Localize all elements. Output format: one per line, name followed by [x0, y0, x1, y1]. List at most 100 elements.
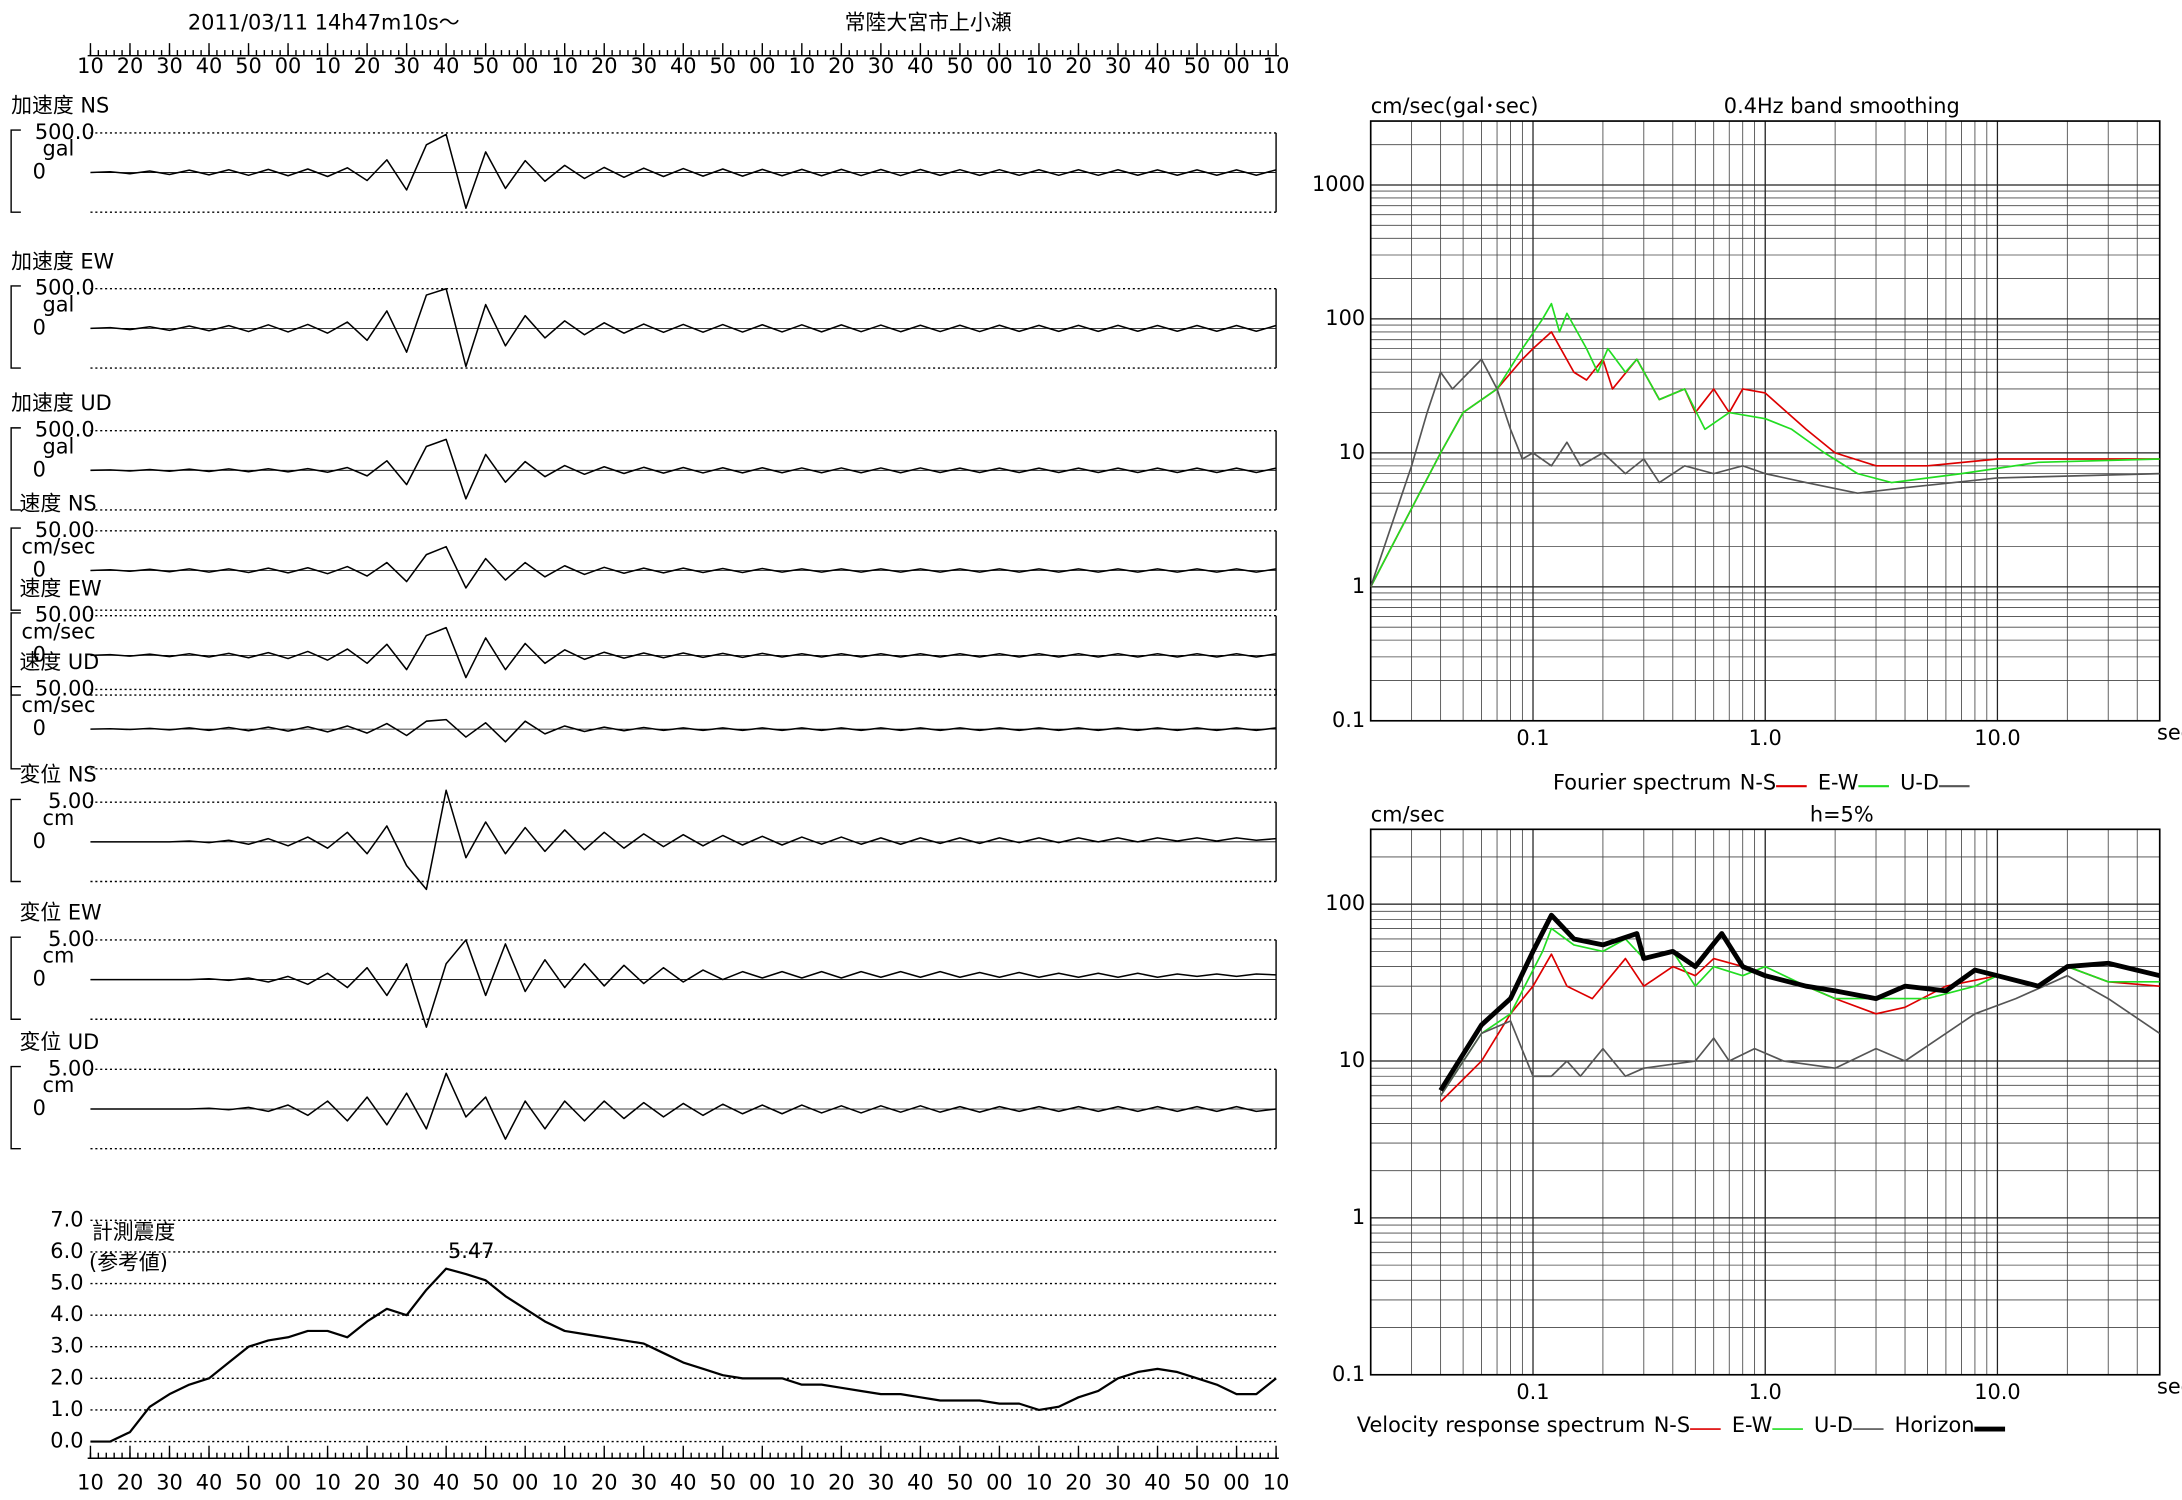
- panel-label: 速度 UD: [19, 650, 99, 674]
- time-tick-label: 40: [670, 1470, 697, 1494]
- time-tick-label: 10: [314, 54, 341, 78]
- waveform: [90, 626, 1277, 679]
- time-tick-label: 00: [749, 54, 776, 78]
- time-tick-label: 40: [1144, 54, 1171, 78]
- time-tick-label: 30: [1105, 1470, 1132, 1494]
- panel-bracket: [10, 527, 21, 611]
- y-tick-label: 100: [1325, 306, 1365, 330]
- panel-bracket: [10, 798, 21, 883]
- time-tick-label: 40: [433, 54, 460, 78]
- x-tick-label: 10.0: [1974, 726, 2020, 750]
- time-tick-label: 10: [77, 1470, 104, 1494]
- waveform: [90, 133, 1277, 209]
- y-tick-label: 1: [1352, 574, 1365, 598]
- time-tick-label: 20: [117, 1470, 144, 1494]
- time-tick-label: 40: [433, 1470, 460, 1494]
- panel-bracket: [10, 612, 21, 696]
- unit-label: cm: [43, 806, 75, 830]
- time-tick-label: 40: [670, 54, 697, 78]
- time-tick-label: 10: [789, 1470, 816, 1494]
- panel-label: 変位 NS: [19, 763, 96, 787]
- time-tick-label: 20: [354, 1470, 381, 1494]
- panel-bracket: [10, 685, 21, 770]
- y-tick-label: 10: [1339, 440, 1366, 464]
- plot-frame: [1369, 120, 2161, 722]
- y-tick-label: 1: [1352, 1205, 1365, 1229]
- waveform: [90, 718, 1277, 743]
- unit-label: cm/sec: [21, 619, 95, 643]
- y-tick-label: 0: [33, 829, 46, 853]
- panel-label: 加速度 NS: [11, 93, 109, 117]
- y-tick-label: 500.0: [35, 120, 95, 144]
- time-tick-label: 00: [512, 1470, 539, 1494]
- time-tick-label: 00: [275, 54, 302, 78]
- time-tick-label: 40: [907, 54, 934, 78]
- x-axis-label: sec: [2157, 720, 2182, 744]
- time-tick-label: 00: [986, 54, 1013, 78]
- time-tick-label: 30: [868, 1470, 895, 1494]
- intensity-label: 計測震度: [92, 1220, 176, 1244]
- y-tick-label: 100: [1325, 891, 1365, 915]
- time-tick-label: 10: [1263, 1470, 1290, 1494]
- panel-label: 速度 EW: [19, 576, 101, 600]
- time-tick-label: 10: [314, 1470, 341, 1494]
- panel-bracket: [10, 936, 21, 1020]
- intensity-line: [90, 1267, 1277, 1443]
- y-axis-label: cm/sec: [1371, 802, 1445, 826]
- intensity-note: (参考値): [89, 1250, 168, 1274]
- y-tick-label: 4.0: [50, 1302, 83, 1326]
- time-tick-label: 20: [1065, 1470, 1092, 1494]
- time-tick-label: 30: [630, 54, 657, 78]
- y-tick-label: 500.0: [35, 418, 95, 442]
- y-tick-label: 0: [33, 716, 46, 740]
- time-tick-label: 20: [117, 54, 144, 78]
- legend-label: E-W: [1732, 1413, 1773, 1437]
- time-tick-label: 00: [1223, 1470, 1250, 1494]
- time-tick-label: 50: [235, 54, 262, 78]
- legend-title: Fourier spectrum: [1553, 770, 1731, 794]
- legend-label: Horizon: [1895, 1413, 1975, 1437]
- series-group: [1438, 912, 2160, 1103]
- y-tick-label: 50.00: [35, 603, 95, 627]
- y-tick-label: 0: [33, 160, 46, 184]
- x-axis-label: sec: [2157, 1374, 2182, 1398]
- y-tick-label: 0: [33, 967, 46, 991]
- y-tick-label: 5.0: [50, 1271, 83, 1295]
- time-tick-label: 00: [275, 1470, 302, 1494]
- time-tick-label: 10: [1263, 54, 1290, 78]
- time-tick-label: 30: [630, 1470, 657, 1494]
- unit-label: gal: [43, 434, 75, 458]
- chart-note: h=5%: [1810, 802, 1874, 826]
- unit-label: cm/sec: [21, 535, 95, 559]
- y-tick-label: 0.1: [1332, 1362, 1365, 1386]
- waveform: [90, 1072, 1277, 1140]
- time-tick-label: 20: [591, 1470, 618, 1494]
- time-tick-label: 30: [1105, 54, 1132, 78]
- time-tick-label: 50: [947, 1470, 974, 1494]
- spectrum-line: [1370, 358, 2160, 588]
- y-tick-label: 0: [33, 558, 46, 582]
- time-tick-label: 10: [1026, 54, 1053, 78]
- waveform: [90, 287, 1277, 368]
- x-tick-label: 0.1: [1516, 726, 1549, 750]
- y-tick-label: 1000: [1312, 172, 1365, 196]
- y-tick-label: 5.00: [48, 927, 94, 951]
- y-tick-label: 1.0: [50, 1397, 83, 1421]
- spectrum-line: [1439, 927, 2160, 1097]
- time-tick-label: 10: [1026, 1470, 1053, 1494]
- spectrum-line: [1438, 912, 2160, 1092]
- time-tick-label: 20: [828, 1470, 855, 1494]
- legend-label: E-W: [1818, 770, 1859, 794]
- time-tick-label: 10: [77, 54, 104, 78]
- unit-label: cm/sec: [21, 693, 95, 717]
- record-title: 2011/03/11 14h47m10s～: [188, 11, 460, 35]
- time-tick-label: 50: [947, 54, 974, 78]
- time-tick-label: 40: [1144, 1470, 1171, 1494]
- waveform: [90, 545, 1277, 589]
- time-tick-label: 50: [472, 54, 499, 78]
- time-tick-label: 50: [710, 1470, 737, 1494]
- time-tick-label: 30: [868, 54, 895, 78]
- panel-bracket: [10, 1065, 21, 1150]
- time-tick-label: 30: [156, 54, 183, 78]
